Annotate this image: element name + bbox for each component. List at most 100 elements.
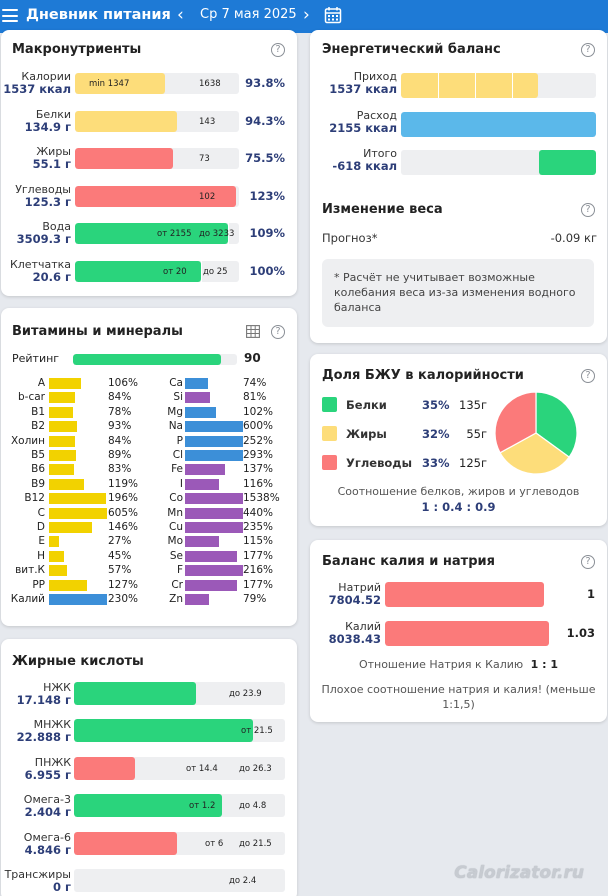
nutrient-percent: 230%: [108, 593, 139, 605]
mineral-row: b-car 84%: [1, 391, 297, 404]
energy-bar-fill: [401, 73, 538, 98]
energy-value: -618 ккал: [332, 159, 397, 173]
nutrient-bar: [185, 464, 226, 476]
macro-bar-fill: [75, 73, 166, 94]
macro-bar: 143: [75, 110, 239, 132]
nutrient-bar: [49, 421, 78, 433]
nutrient-bar: [49, 594, 107, 605]
macro-percent: 93.8%: [245, 76, 285, 90]
nutrient-bar: [185, 565, 243, 577]
energy-bar: [401, 150, 596, 175]
nutrient-bar: [185, 579, 237, 591]
nutrient-name: B9: [31, 477, 45, 490]
help-icon[interactable]: ?: [581, 555, 595, 569]
bar-tick: [438, 73, 440, 98]
nutrient-name: b-car: [18, 391, 45, 404]
kna-value: 8038.43: [328, 631, 381, 646]
help-icon[interactable]: ?: [581, 369, 595, 383]
card-title: Жирные кислоты: [12, 654, 144, 669]
nutrient-bar: [185, 421, 243, 433]
forecast-label: Прогноз*: [322, 231, 378, 245]
macro-max-note: до 3233: [199, 229, 235, 239]
mineral-row: B5 89%: [1, 449, 297, 462]
nutrient-bar: [49, 507, 107, 519]
app-header: Дневник питания ‹ Ср 7 мая 2025 ›: [0, 0, 608, 33]
fat-min-note: от 14.4: [186, 763, 218, 774]
mineral-row: B6 83%: [1, 463, 297, 476]
fat-value: 2.404 г: [24, 805, 71, 820]
fat-bar-fill: [74, 682, 197, 705]
nutrient-percent: 440%: [243, 506, 274, 519]
nutrient-bar: [185, 406, 216, 418]
nutrient-percent: 45%: [108, 549, 132, 562]
macro-max-note: 143: [199, 116, 216, 127]
macro-max-note: 1638: [199, 79, 221, 89]
help-icon[interactable]: ?: [581, 43, 595, 57]
mineral-row: Ca 74%: [1, 377, 297, 390]
fat-label: НЖК: [43, 681, 71, 694]
legend-color-square: [322, 455, 337, 470]
energy-label: Итого: [363, 147, 397, 160]
fat-label: Омега-6: [23, 830, 71, 844]
mineral-row: Mo 115%: [1, 535, 297, 548]
nutrient-percent: 115%: [243, 535, 274, 548]
macro-min-note: от 20: [163, 266, 187, 277]
nutrient-bar: [185, 493, 243, 505]
nutrient-name: B1: [31, 405, 45, 418]
current-date[interactable]: Ср 7 мая 2025: [200, 7, 297, 22]
nutrient-percent: 84%: [108, 391, 132, 404]
nutrient-percent: 605%: [108, 506, 139, 519]
nutrient-name: Na: [168, 420, 183, 433]
mineral-row: C 605%: [1, 507, 297, 520]
rating-bar: [73, 354, 237, 365]
macro-value: 134.9 г: [24, 119, 71, 134]
fat-bar-fill: [74, 719, 254, 743]
nutrient-bar: [49, 536, 59, 548]
weight-change-title: Изменение веса: [322, 202, 443, 217]
macro-label: Вода: [42, 220, 71, 233]
macro-max-note: 73: [199, 154, 210, 164]
macro-bar-fill: [75, 185, 236, 207]
nutrient-percent: 89%: [108, 449, 132, 461]
kna-ratio-caption: Отношение Натрия к Калию: [358, 658, 524, 671]
help-icon[interactable]: ?: [271, 43, 285, 57]
energy-label: Приход: [353, 70, 397, 83]
fat-min-note: от 6: [205, 838, 224, 849]
nutrient-percent: 93%: [108, 420, 132, 433]
nutrient-percent: 27%: [108, 535, 132, 548]
calendar-icon[interactable]: [324, 6, 342, 24]
macro-label: Жиры: [36, 145, 71, 158]
mineral-row: Холин 84%: [1, 435, 297, 448]
nutrient-percent: 293%: [243, 449, 274, 461]
bju-grams: 125г: [459, 456, 487, 470]
next-day-arrow-icon[interactable]: ›: [303, 5, 310, 25]
macro-percent: 75.5%: [245, 151, 285, 165]
card-title: Баланс калия и натрия: [322, 554, 495, 569]
table-icon[interactable]: [246, 325, 260, 338]
help-icon[interactable]: ?: [271, 325, 285, 339]
macro-max-note: до 25: [203, 266, 228, 277]
fat-value: 22.888 г: [16, 730, 71, 745]
watermark-logo: Calorizator.ru: [454, 863, 584, 883]
help-icon[interactable]: ?: [581, 203, 595, 217]
fat-label: МНЖК: [33, 718, 71, 732]
hamburger-menu-icon[interactable]: [2, 9, 18, 22]
macro-bar: от 20 до 25: [75, 260, 239, 282]
nutrient-bar: [49, 435, 75, 447]
nutrient-percent: 196%: [108, 492, 139, 505]
bju-percent: 35%: [422, 398, 450, 412]
fat-bar-fill: [74, 794, 222, 818]
prev-day-arrow-icon[interactable]: ‹: [177, 5, 184, 25]
macro-label: Белки: [35, 107, 71, 121]
fat-value: 17.148 г: [16, 693, 71, 707]
nutrient-bar: [49, 550, 64, 562]
macro-bar: 102: [75, 185, 239, 207]
fat-bar: от 14.4 до 26.3: [74, 756, 285, 780]
fat-bar-fill: [74, 756, 136, 780]
nutrient-bar: [185, 392, 210, 404]
nutrient-name: B6: [31, 463, 45, 476]
nutrient-percent: 102%: [243, 405, 274, 418]
nutrient-name: Fe: [171, 463, 183, 476]
mineral-row: B9 119%: [1, 478, 297, 491]
energy-label: Расход: [356, 108, 397, 122]
